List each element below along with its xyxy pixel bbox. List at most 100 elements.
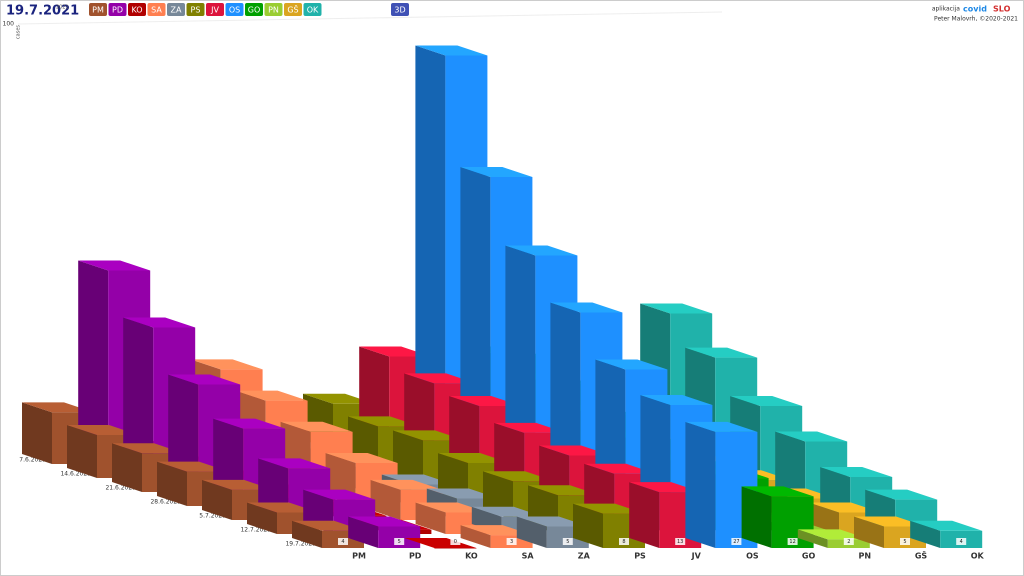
credit-brand: SLO bbox=[993, 5, 1011, 14]
value-label: 3 bbox=[510, 539, 513, 545]
legend-button[interactable] bbox=[245, 3, 263, 16]
legend-button[interactable] bbox=[128, 3, 146, 16]
bar-top bbox=[370, 479, 443, 490]
legend-label: OS bbox=[229, 6, 240, 15]
bar-top bbox=[685, 347, 758, 358]
bar bbox=[434, 548, 477, 549]
region-label: JV bbox=[691, 552, 702, 561]
bar-top bbox=[910, 520, 983, 531]
region-label: PS bbox=[634, 552, 646, 561]
value-label: 27 bbox=[733, 539, 739, 545]
region-label: OS bbox=[746, 552, 759, 561]
bar-side bbox=[516, 516, 547, 548]
bar-side bbox=[629, 482, 660, 548]
bar-top bbox=[348, 416, 420, 427]
bar-side bbox=[910, 520, 941, 548]
value-label-box bbox=[843, 538, 854, 545]
bar-side bbox=[123, 317, 154, 478]
bar-top bbox=[213, 418, 286, 429]
year-note: 2021 bbox=[56, 5, 69, 11]
legend-button[interactable] bbox=[284, 3, 302, 16]
value-label: 5 bbox=[398, 539, 401, 545]
bar-top bbox=[123, 317, 196, 328]
bar-top bbox=[415, 502, 488, 513]
legend-label: PD bbox=[112, 6, 123, 15]
legend-button[interactable] bbox=[225, 3, 244, 16]
region-label: PD bbox=[409, 552, 422, 561]
value-label-box bbox=[394, 538, 405, 545]
bar-top bbox=[494, 422, 567, 433]
bar-side bbox=[854, 516, 884, 548]
value-label-box bbox=[562, 538, 573, 545]
value-label-box bbox=[900, 538, 910, 545]
legend-button[interactable] bbox=[147, 3, 166, 16]
bar-side bbox=[78, 260, 109, 464]
bar-top bbox=[303, 489, 376, 500]
bar-top bbox=[471, 506, 544, 517]
legend-button[interactable] bbox=[206, 3, 224, 16]
bar-top bbox=[404, 373, 477, 384]
value-label-box bbox=[787, 538, 798, 545]
bar-top bbox=[505, 245, 578, 256]
value-label-box bbox=[619, 538, 629, 545]
toggle-3d-button[interactable] bbox=[391, 3, 409, 16]
region-label: GO bbox=[802, 552, 816, 561]
date-label: 19.7.2021 bbox=[285, 541, 316, 548]
legend-label: SA bbox=[151, 6, 162, 15]
legend-button[interactable] bbox=[186, 3, 205, 16]
y-tick-label: 100 bbox=[3, 21, 15, 28]
bar-top bbox=[381, 474, 454, 485]
legend-button[interactable] bbox=[303, 3, 322, 16]
date-title: 19.7.2021 bbox=[6, 4, 79, 19]
bar-side bbox=[573, 503, 603, 548]
bar-side bbox=[348, 516, 379, 548]
bar-top bbox=[325, 453, 398, 463]
value-label: 2 bbox=[847, 539, 850, 545]
legend-button[interactable] bbox=[264, 3, 283, 16]
credit-app: aplikacija bbox=[932, 6, 960, 13]
bar-top bbox=[516, 516, 589, 527]
region-label: SA bbox=[522, 552, 535, 561]
bar-top bbox=[393, 430, 465, 441]
bar-top bbox=[280, 421, 353, 432]
bar-top bbox=[404, 538, 477, 548]
bar-side bbox=[22, 402, 52, 464]
bar-side bbox=[415, 45, 446, 464]
bar-top bbox=[303, 393, 375, 404]
bar-top bbox=[426, 488, 499, 499]
value-label-box bbox=[450, 538, 461, 545]
bar-top bbox=[460, 167, 533, 177]
legend-button[interactable] bbox=[167, 3, 185, 16]
bar-side bbox=[202, 479, 232, 520]
bar-top bbox=[78, 260, 151, 271]
value-label: 8 bbox=[622, 539, 625, 545]
bar-side bbox=[247, 502, 277, 534]
value-label-box bbox=[506, 538, 517, 545]
value-label: 5 bbox=[566, 539, 569, 545]
region-label: ZA bbox=[578, 552, 591, 561]
bar-side bbox=[112, 443, 142, 492]
bar-side bbox=[809, 502, 839, 534]
bar-top bbox=[190, 359, 263, 370]
value-label: 0 bbox=[454, 539, 457, 545]
legend-label: JV bbox=[210, 6, 219, 15]
legend-button[interactable] bbox=[108, 3, 127, 16]
bar-top bbox=[629, 482, 702, 493]
legend-label: PM bbox=[92, 6, 104, 15]
region-label: KO bbox=[465, 552, 478, 561]
bar-side bbox=[370, 479, 401, 520]
legend-label: PN bbox=[268, 6, 279, 15]
bar-top bbox=[202, 479, 274, 490]
bar-top bbox=[292, 520, 364, 531]
bar-top bbox=[258, 458, 331, 469]
bar-top bbox=[550, 302, 623, 313]
region-label: OK bbox=[971, 552, 985, 561]
bar-top bbox=[539, 445, 612, 456]
bar-top bbox=[809, 502, 881, 513]
credit-brand: covid bbox=[963, 5, 987, 14]
y-tick bbox=[17, 11, 723, 25]
date-label: 5.7.2021 bbox=[199, 513, 226, 520]
bar-top bbox=[460, 525, 533, 536]
legend-button[interactable] bbox=[89, 3, 107, 16]
